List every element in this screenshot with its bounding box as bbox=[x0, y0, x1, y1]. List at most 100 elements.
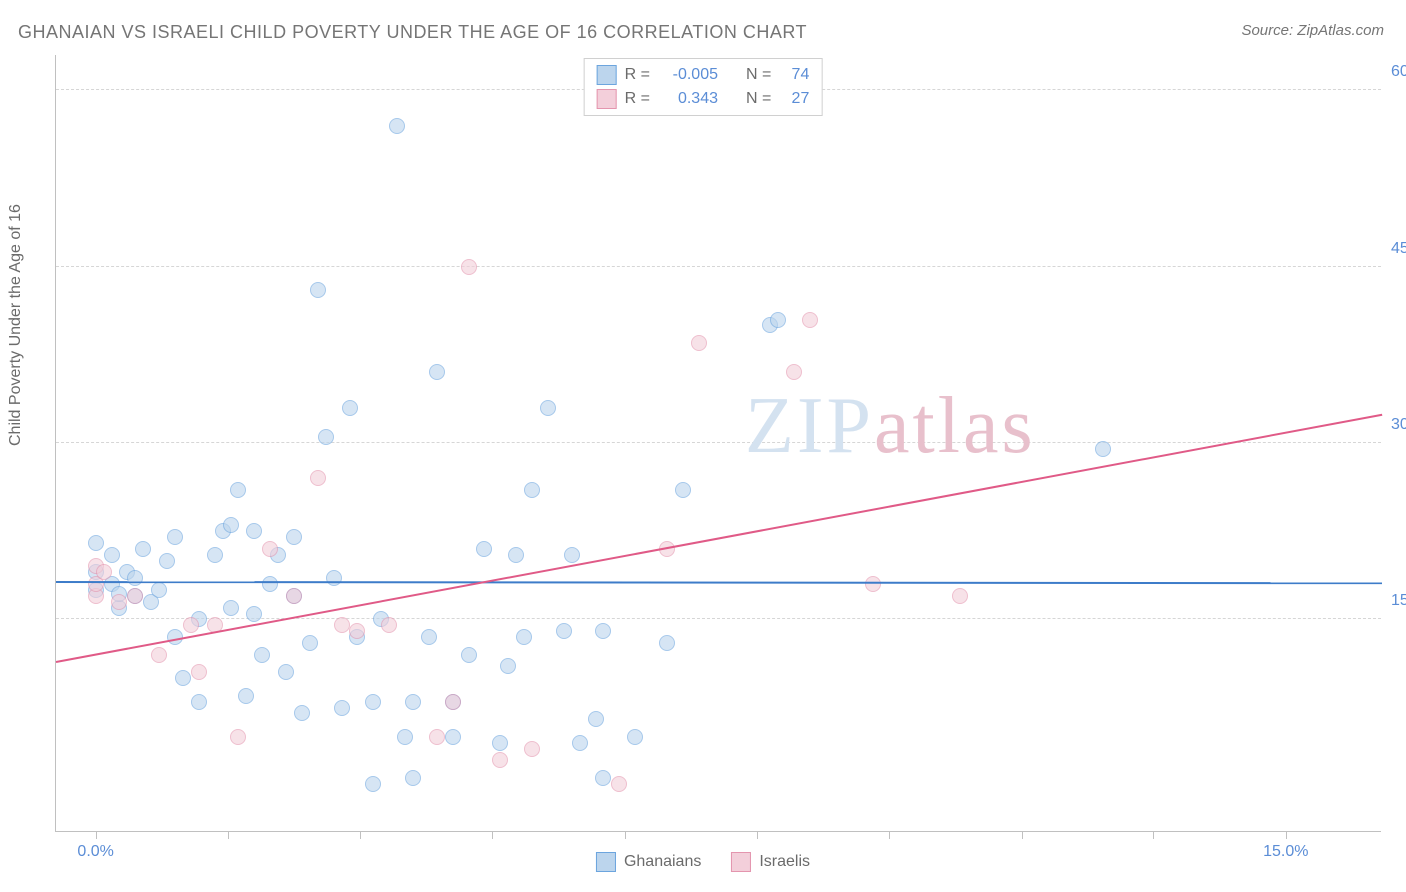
scatter-point bbox=[429, 364, 445, 380]
scatter-point bbox=[286, 529, 302, 545]
scatter-point bbox=[326, 570, 342, 586]
scatter-point bbox=[151, 647, 167, 663]
scatter-point bbox=[508, 547, 524, 563]
scatter-point bbox=[405, 694, 421, 710]
y-tick-label: 30.0% bbox=[1383, 416, 1406, 434]
watermark: ZIPatlas bbox=[745, 381, 1036, 472]
scatter-point bbox=[461, 259, 477, 275]
trend-line bbox=[56, 581, 1382, 584]
x-tick bbox=[757, 831, 758, 839]
scatter-point bbox=[1095, 441, 1111, 457]
x-tick bbox=[889, 831, 890, 839]
scatter-point bbox=[500, 658, 516, 674]
scatter-point bbox=[167, 529, 183, 545]
scatter-point bbox=[429, 729, 445, 745]
scatter-point bbox=[334, 617, 350, 633]
n-value: 74 bbox=[779, 66, 809, 84]
legend-row: R =0.343N =27 bbox=[597, 87, 810, 111]
watermark-prefix: ZIP bbox=[745, 382, 874, 470]
scatter-point bbox=[770, 312, 786, 328]
scatter-point bbox=[627, 729, 643, 745]
scatter-point bbox=[564, 547, 580, 563]
scatter-point bbox=[127, 570, 143, 586]
legend-series-label: Israelis bbox=[759, 853, 810, 871]
gridline bbox=[56, 442, 1381, 443]
x-tick bbox=[492, 831, 493, 839]
scatter-point bbox=[159, 553, 175, 569]
scatter-point bbox=[278, 664, 294, 680]
scatter-point bbox=[865, 576, 881, 592]
scatter-point bbox=[389, 118, 405, 134]
scatter-point bbox=[952, 588, 968, 604]
scatter-point bbox=[310, 470, 326, 486]
chart-container: GHANAIAN VS ISRAELI CHILD POVERTY UNDER … bbox=[0, 0, 1406, 892]
legend-row: R = -0.005 N = 74 bbox=[597, 63, 810, 87]
scatter-point bbox=[334, 700, 350, 716]
scatter-point bbox=[786, 364, 802, 380]
x-tick-label: 15.0% bbox=[1263, 843, 1308, 861]
r-label: R = bbox=[625, 66, 650, 84]
scatter-point bbox=[524, 741, 540, 757]
scatter-point bbox=[381, 617, 397, 633]
x-tick bbox=[1022, 831, 1023, 839]
legend-series-item: Ghanaians bbox=[596, 852, 701, 872]
scatter-point bbox=[349, 623, 365, 639]
scatter-point bbox=[342, 400, 358, 416]
scatter-point bbox=[405, 770, 421, 786]
y-tick-label: 15.0% bbox=[1383, 592, 1406, 610]
scatter-point bbox=[286, 588, 302, 604]
scatter-point bbox=[691, 335, 707, 351]
y-axis-label: Child Poverty Under the Age of 16 bbox=[7, 204, 25, 446]
scatter-point bbox=[88, 535, 104, 551]
legend-series-label: Ghanaians bbox=[624, 853, 701, 871]
scatter-point bbox=[254, 647, 270, 663]
scatter-point bbox=[223, 517, 239, 533]
scatter-point bbox=[175, 670, 191, 686]
n-value: 27 bbox=[779, 90, 809, 108]
r-value: 0.343 bbox=[658, 90, 718, 108]
scatter-point bbox=[191, 664, 207, 680]
x-tick bbox=[228, 831, 229, 839]
scatter-point bbox=[445, 729, 461, 745]
scatter-point bbox=[223, 600, 239, 616]
legend-swatch bbox=[597, 89, 617, 109]
scatter-point bbox=[127, 588, 143, 604]
n-label: N = bbox=[746, 66, 771, 84]
scatter-point bbox=[230, 482, 246, 498]
scatter-point bbox=[104, 547, 120, 563]
scatter-point bbox=[421, 629, 437, 645]
scatter-point bbox=[445, 694, 461, 710]
x-tick bbox=[1153, 831, 1154, 839]
scatter-point bbox=[191, 694, 207, 710]
scatter-point bbox=[302, 635, 318, 651]
scatter-point bbox=[230, 729, 246, 745]
scatter-point bbox=[540, 400, 556, 416]
chart-title: GHANAIAN VS ISRAELI CHILD POVERTY UNDER … bbox=[18, 22, 807, 43]
legend-swatch bbox=[731, 852, 751, 872]
r-value: -0.005 bbox=[658, 66, 718, 84]
x-tick bbox=[1286, 831, 1287, 839]
x-tick bbox=[96, 831, 97, 839]
scatter-point bbox=[524, 482, 540, 498]
y-tick-label: 45.0% bbox=[1383, 240, 1406, 258]
scatter-point bbox=[492, 752, 508, 768]
plot-area: ZIPatlas 15.0%30.0%45.0%60.0%0.0%15.0% bbox=[55, 55, 1381, 832]
scatter-point bbox=[262, 541, 278, 557]
scatter-point bbox=[238, 688, 254, 704]
n-label: N = bbox=[746, 90, 771, 108]
x-tick bbox=[360, 831, 361, 839]
scatter-point bbox=[802, 312, 818, 328]
legend-swatch bbox=[596, 852, 616, 872]
scatter-point bbox=[246, 523, 262, 539]
scatter-point bbox=[111, 594, 127, 610]
scatter-point bbox=[675, 482, 691, 498]
x-tick bbox=[625, 831, 626, 839]
scatter-point bbox=[461, 647, 477, 663]
scatter-point bbox=[151, 582, 167, 598]
scatter-point bbox=[516, 629, 532, 645]
scatter-point bbox=[262, 576, 278, 592]
scatter-point bbox=[556, 623, 572, 639]
scatter-point bbox=[611, 776, 627, 792]
scatter-point bbox=[207, 547, 223, 563]
legend-correlation: R = -0.005 N = 74R = 0.343 N = 27 bbox=[584, 58, 823, 116]
